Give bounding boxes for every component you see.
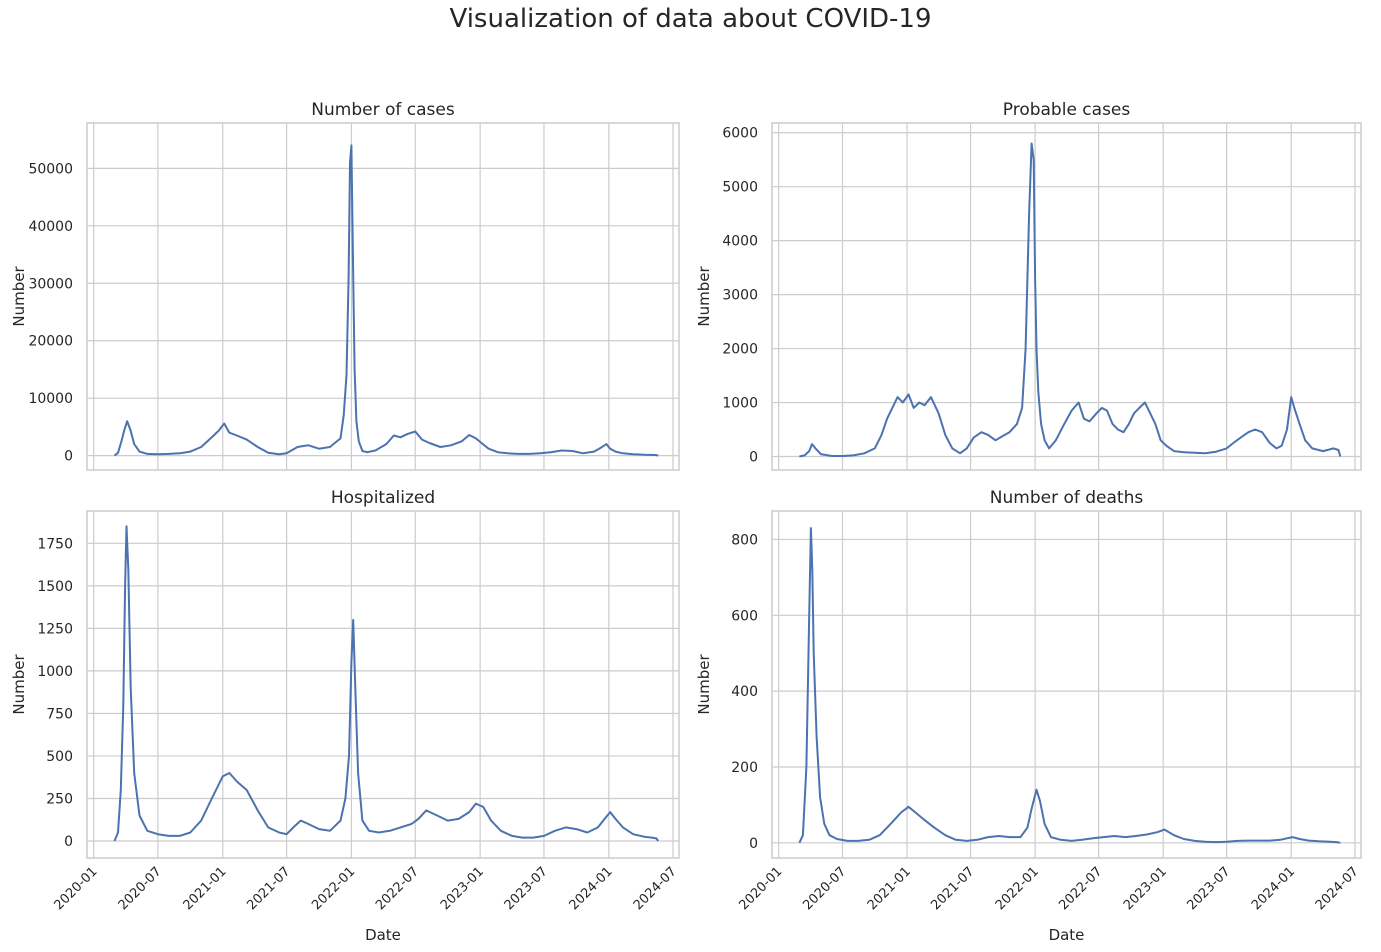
y-tick-label: 5000: [722, 180, 758, 196]
y-tick-label: 600: [731, 608, 758, 624]
y-tick-label: 50000: [28, 161, 73, 177]
series-line: [113, 144, 659, 457]
x-tick-label: 2024-01: [567, 864, 616, 913]
x-tick-label: 2023-01: [438, 864, 487, 913]
figure-title: Visualization of data about COVID-19: [449, 4, 932, 34]
panel-title: Probable cases: [1003, 100, 1131, 120]
x-axis-label: Date: [1049, 926, 1085, 944]
y-tick-label: 40000: [28, 219, 73, 235]
x-tick-label: 2023-07: [502, 864, 551, 913]
plot-frame: [771, 122, 1362, 471]
x-tick-label: 2021-07: [244, 864, 293, 913]
x-tick-label: 2022-07: [373, 864, 422, 913]
y-tick-label: 30000: [28, 276, 73, 292]
x-tick-label: 2022-01: [993, 864, 1042, 913]
series-line: [798, 527, 1341, 844]
y-tick-label: 500: [46, 749, 73, 765]
y-tick-label: 10000: [28, 391, 73, 407]
x-tick-label: 2020-01: [736, 864, 785, 913]
x-tick-label: 2022-01: [309, 864, 358, 913]
plot-frame: [771, 510, 1362, 859]
y-axis-label: Number: [10, 654, 28, 715]
chart-panel-deaths: 2020-01 2020-07 2021-01 2021-07 2022-01 2022-…: [695, 488, 1362, 944]
panel-title: Hospitalized: [331, 488, 435, 508]
x-tick-label: 2022-07: [1056, 864, 1105, 913]
x-tick-label: 2021-07: [928, 864, 977, 913]
plot-frame: [86, 510, 680, 859]
panel-title: Number of cases: [311, 100, 455, 120]
x-tick-label: 2020-07: [800, 864, 849, 913]
x-tick-label: 2023-07: [1184, 864, 1233, 913]
panel-title: Number of deaths: [990, 488, 1144, 508]
x-tick-label: 2024-07: [1313, 864, 1362, 913]
x-tick-label: 2020-07: [116, 864, 165, 913]
y-tick-label: 4000: [722, 234, 758, 250]
y-tick-label: 1500: [37, 579, 73, 595]
x-tick-label: 2020-01: [52, 864, 101, 913]
y-tick-label: 750: [46, 706, 73, 722]
y-tick-label: 0: [749, 450, 758, 466]
series-line: [799, 142, 1342, 458]
y-tick-label: 1750: [37, 536, 73, 552]
y-tick-label: 3000: [722, 288, 758, 304]
y-tick-label: 20000: [28, 334, 73, 350]
series-line: [113, 525, 660, 842]
y-tick-label: 6000: [722, 126, 758, 142]
y-tick-label: 800: [731, 532, 758, 548]
x-tick-label: 2023-01: [1121, 864, 1170, 913]
y-tick-label: 1000: [37, 664, 73, 680]
x-tick-label: 2024-07: [631, 864, 680, 913]
y-tick-label: 1250: [37, 621, 73, 637]
y-tick-label: 0: [64, 449, 73, 465]
y-tick-label: 0: [64, 834, 73, 850]
y-tick-label: 1000: [722, 396, 758, 412]
chart-panel-probable-cases: 0 1000 2000 3000 4000 5000 6000 Probable cases N…: [695, 100, 1362, 471]
plot-frame: [86, 122, 680, 471]
y-tick-label: 0: [749, 836, 758, 852]
x-tick-label: 2024-01: [1249, 864, 1298, 913]
y-tick-label: 400: [731, 684, 758, 700]
chart-panel-cases: 0 10000 20000 30000 40000 50000 Number of case…: [10, 100, 680, 471]
x-tick-label: 2021-01: [865, 864, 914, 913]
y-axis-label: Number: [695, 654, 713, 715]
y-tick-label: 2000: [722, 342, 758, 358]
x-axis-label: Date: [365, 926, 401, 944]
chart-panel-hospitalized: 2020-01 2020-07 2021-01 2021-07 2022-01 2022-…: [10, 488, 680, 944]
y-tick-label: 250: [46, 791, 73, 807]
x-tick-label: 2021-01: [181, 864, 230, 913]
y-axis-label: Number: [10, 266, 28, 327]
y-tick-label: 200: [731, 760, 758, 776]
y-axis-label: Number: [695, 266, 713, 327]
